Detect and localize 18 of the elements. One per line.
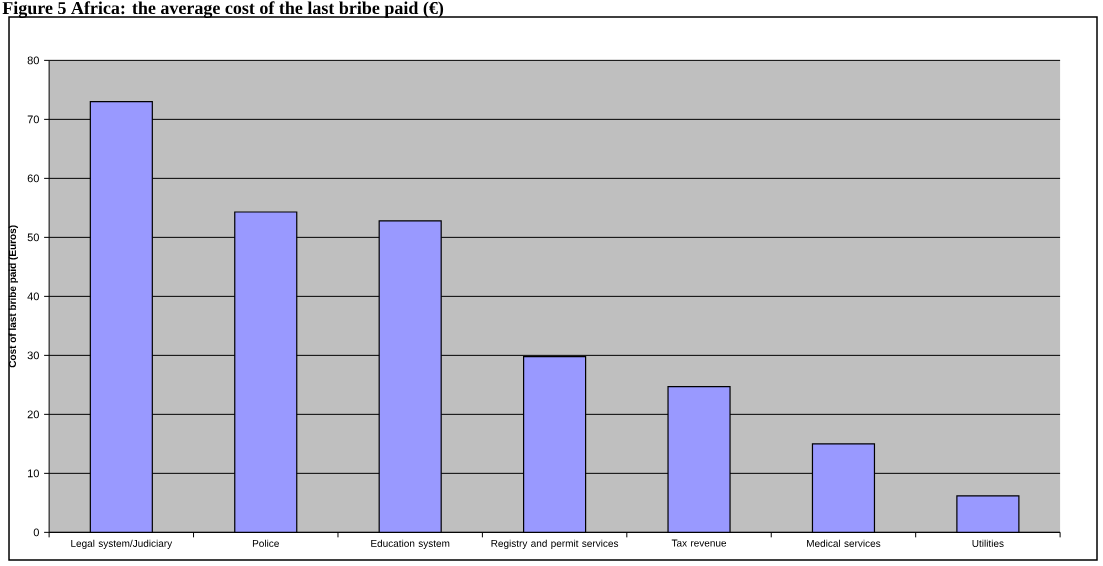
y-tick-label: 0: [33, 528, 39, 537]
x-tick-label: Registry and permit services: [491, 539, 619, 549]
y-tick-label: 20: [27, 410, 39, 419]
chart-title: Figure 5 Africa: the average cost of the last bribe paid (€): [2, 1, 444, 18]
x-tick-label: Police: [252, 539, 279, 547]
y-tick-label: 70: [27, 115, 39, 124]
y-tick-label: 10: [28, 469, 39, 478]
x-tick-label: Tax revenue: [671, 539, 727, 547]
y-tick-label: 30: [27, 351, 39, 360]
y-tick-label: 60: [27, 174, 39, 183]
y-axis-title: Cost of last bribe paid (Euros): [8, 225, 19, 368]
y-tick-label: 80: [27, 56, 39, 65]
x-tick-label: Education system: [371, 539, 450, 549]
y-tick-label: 50: [27, 233, 39, 242]
x-tick-label: Legal system/Judiciary: [71, 539, 173, 549]
x-tick-label: Utilities: [972, 539, 1004, 547]
x-tick-label: Medical services: [807, 539, 881, 547]
y-tick-label: 40: [27, 292, 39, 301]
